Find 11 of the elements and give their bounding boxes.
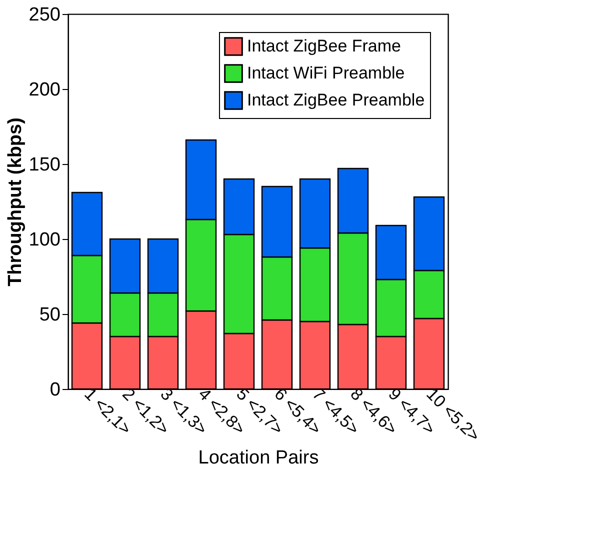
x-axis-title: Location Pairs — [198, 448, 319, 469]
y-tick-label: 250 — [28, 4, 60, 26]
y-tick-label: 150 — [28, 154, 60, 176]
y-tick-label: 50 — [39, 304, 60, 326]
y-axis-title: Throughput (kbps) — [4, 118, 26, 286]
y-tick-label: 200 — [28, 80, 60, 100]
legend-label: Intact ZigBee Preamble — [247, 90, 425, 110]
legend-label: Intact ZigBee Frame — [247, 36, 402, 56]
legend-label: Intact WiFi Preamble — [247, 64, 405, 82]
y-tick-label: 100 — [28, 230, 60, 250]
y-tick-label: 0 — [50, 380, 60, 400]
